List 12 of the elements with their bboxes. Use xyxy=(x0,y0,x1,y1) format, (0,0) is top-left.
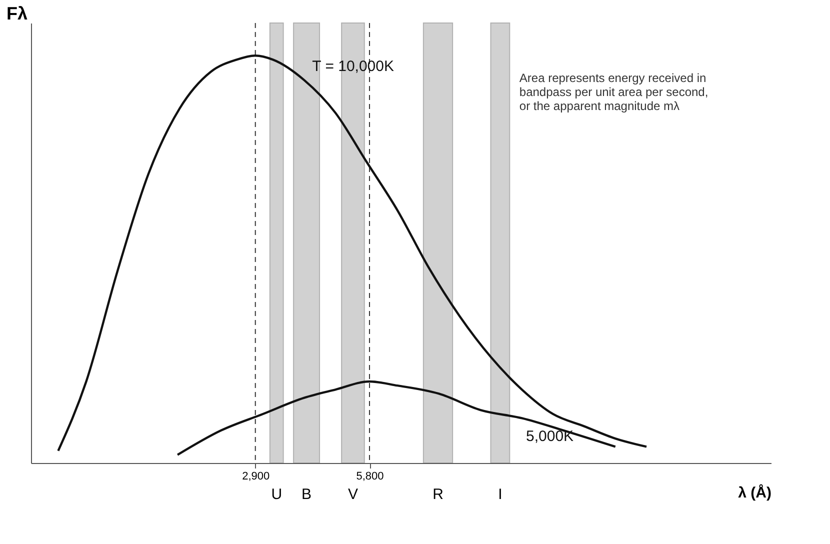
y-axis-title: Fλ xyxy=(6,4,28,24)
x-axis-title: λ (Å) xyxy=(738,484,772,502)
annotation: Area represents energy received in bandpass per unit area per second, or the apparent magnitude mλ xyxy=(519,71,708,113)
series-label: T = 10,000K xyxy=(312,58,394,76)
band-label: V xyxy=(348,486,358,503)
band-label: B xyxy=(302,486,312,503)
band-label: R xyxy=(432,486,444,503)
band-label: U xyxy=(271,486,282,503)
x-tick-label: 5,800 xyxy=(356,470,384,482)
band-label: I xyxy=(498,486,502,503)
series-label: 5,000K xyxy=(526,428,574,446)
x-tick-label: 2,900 xyxy=(242,470,270,482)
